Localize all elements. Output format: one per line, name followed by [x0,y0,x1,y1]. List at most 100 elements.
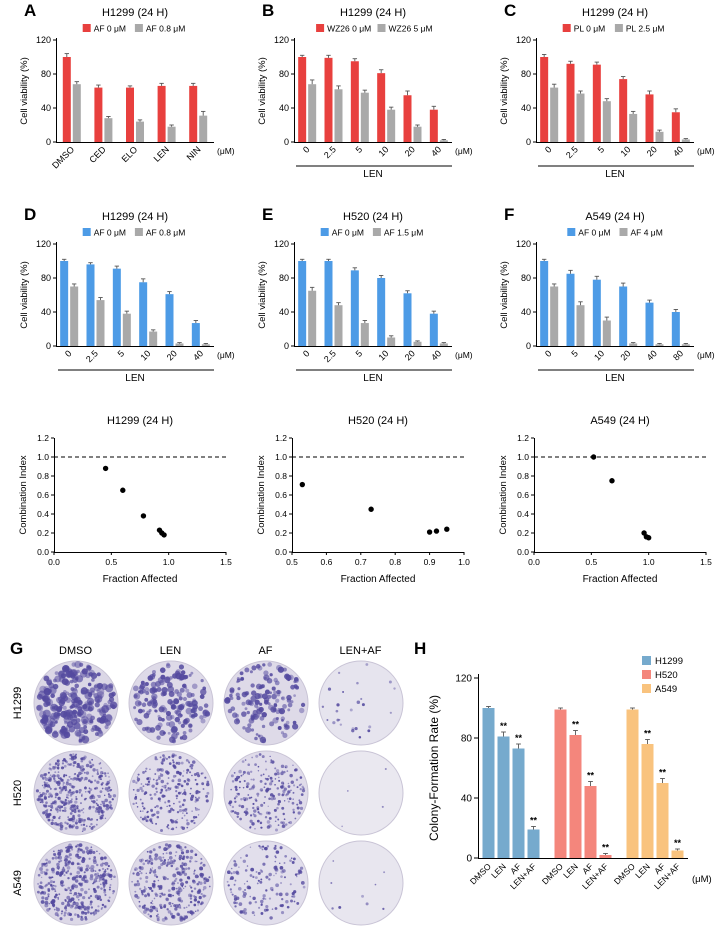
svg-text:0.6: 0.6 [37,490,49,500]
svg-text:40: 40 [41,307,51,317]
panel-ci-a549: A549 (24 H) 0.0 0.2 0.4 0.6 0.8 1.0 1.2 0.0 0.5 1… [494,414,722,586]
colony-dish-h520-af [223,750,308,836]
svg-text:40: 40 [41,103,51,113]
svg-text:0.0: 0.0 [37,547,49,557]
svg-text:80: 80 [41,69,51,79]
svg-text:5: 5 [354,348,365,359]
svg-text:AF 4 μM: AF 4 μM [631,228,663,238]
svg-text:0.8: 0.8 [37,471,49,481]
svg-text:0: 0 [466,854,472,865]
colony-row-label-a549: A549 [8,838,28,928]
svg-text:80: 80 [41,273,51,283]
svg-text:2.5: 2.5 [322,348,338,364]
svg-text:LEN: LEN [363,169,382,180]
svg-text:1.5: 1.5 [220,557,232,567]
svg-text:1.2: 1.2 [275,433,287,443]
panel-a: H1299 (24 H) AF 0 μM AF 0.8 μM 0 40 80 120 Cel… [14,6,242,200]
svg-text:**: ** [644,729,652,739]
svg-text:AF 0.8 μM: AF 0.8 μM [146,24,185,34]
colony-dish-a549-dmso [33,840,118,926]
svg-text:120: 120 [36,239,51,249]
svg-text:LEN: LEN [605,169,624,180]
svg-text:1.0: 1.0 [275,452,287,462]
svg-text:0: 0 [46,137,51,147]
svg-text:AF 0.8 μM: AF 0.8 μM [146,228,185,238]
chart-title-e: H520 (24 H) [343,211,403,223]
svg-text:Combination Index: Combination Index [256,455,267,534]
svg-text:10: 10 [618,144,632,158]
svg-text:ELO: ELO [120,144,140,164]
colony-row-label-h520: H520 [8,748,28,838]
panel-label-f: F [504,205,515,224]
svg-text:**: ** [500,721,508,731]
svg-text:LEN: LEN [363,373,382,384]
svg-text:0: 0 [301,348,312,359]
chart-title-f: A549 (24 H) [585,211,645,223]
panel-label-e: E [262,205,274,224]
svg-text:H520: H520 [655,670,678,681]
svg-text:NIN: NIN [185,144,203,162]
svg-text:PL 0 μM: PL 0 μM [574,24,606,34]
svg-text:80: 80 [521,273,531,283]
panel-label-g: G [10,639,24,658]
svg-text:10: 10 [376,348,390,362]
colony-dish-h520-lenaf [318,750,403,836]
svg-text:WZ26 0 μM: WZ26 0 μM [327,24,371,34]
svg-text:120: 120 [274,239,289,249]
svg-text:20: 20 [645,144,659,158]
svg-text:0.8: 0.8 [389,557,401,567]
svg-text:0.4: 0.4 [517,509,529,519]
svg-text:120: 120 [36,35,51,45]
svg-text:120: 120 [516,239,531,249]
svg-text:40: 40 [191,348,205,362]
panel-label-b: B [262,1,275,20]
colony-row-label-text: A549 [12,870,25,896]
colony-dish-h1299-dmso [33,660,118,746]
svg-text:40: 40 [429,348,443,362]
svg-text:**: ** [674,838,682,848]
svg-text:0.7: 0.7 [355,557,367,567]
svg-text:(μM): (μM) [217,350,235,360]
panel-e: H520 (24 H) AF 0 μM AF 1.5 μM 0 40 80 120 Cell… [252,210,480,404]
svg-text:20: 20 [165,348,179,362]
colony-grid-corner [8,644,28,658]
svg-text:80: 80 [461,734,473,745]
svg-text:0.4: 0.4 [37,509,49,519]
svg-text:0: 0 [543,144,554,155]
svg-text:(μM): (μM) [455,146,473,156]
svg-text:1.0: 1.0 [37,452,49,462]
svg-text:40: 40 [461,794,473,805]
colony-column-headers: DMSO LEN AF LEN+AF [8,644,408,658]
bar-chart-b: WZ26 0 μM WZ26 5 μM 0 40 80 120 Cell viability… [257,24,473,181]
svg-text:Combination Index: Combination Index [18,455,29,534]
svg-text:**: ** [587,771,595,781]
chart-title-b: H1299 (24 H) [339,7,407,19]
svg-text:0.2: 0.2 [275,528,287,538]
svg-text:5: 5 [569,348,580,359]
svg-text:Cell viability (%): Cell viability (%) [19,261,30,329]
svg-text:0.2: 0.2 [517,528,529,538]
svg-text:120: 120 [274,35,289,45]
svg-text:**: ** [530,816,538,826]
svg-text:Cell viability (%): Cell viability (%) [257,261,268,329]
panel-d: H1299 (24 H) AF 0 μM AF 0.8 μM 0 40 80 120 Cel… [14,210,242,404]
svg-text:1.0: 1.0 [458,557,470,567]
svg-text:0.6: 0.6 [517,490,529,500]
svg-text:20: 20 [403,144,417,158]
svg-text:Cell viability (%): Cell viability (%) [499,261,510,329]
panel-ci-h520: H520 (24 H) 0.0 0.2 0.4 0.6 0.8 1.0 1.2 0.5 0.6 0… [252,414,480,586]
svg-text:1.5: 1.5 [700,557,712,567]
svg-text:0: 0 [46,341,51,351]
svg-text:1.0: 1.0 [163,557,175,567]
svg-text:(μM): (μM) [217,146,235,156]
svg-text:(μM): (μM) [692,874,712,885]
svg-text:PL 2.5 μM: PL 2.5 μM [626,24,665,34]
svg-text:0.0: 0.0 [517,547,529,557]
colony-row-label-text: H520 [12,779,25,807]
bar-chart-c: PL 0 μM PL 2.5 μM 0 40 80 120 Cell viability (… [499,24,715,181]
colony-row-h1299: H1299 [8,658,408,748]
svg-text:WZ26 5 μM: WZ26 5 μM [389,24,433,34]
svg-text:0: 0 [543,348,554,359]
